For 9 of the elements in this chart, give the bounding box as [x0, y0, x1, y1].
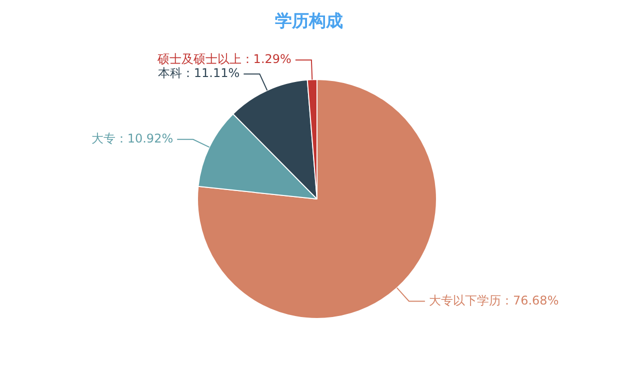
data-label: ：11.11% [182, 66, 240, 80]
chart-title: 学历构成 [275, 11, 343, 32]
data-label: ：1.29% [241, 52, 292, 66]
slice-label: 大专 [91, 131, 116, 146]
data-label: ：10.92% [115, 131, 174, 146]
data-label: ：76.68% [500, 293, 559, 308]
slice-label: 本科 [158, 66, 182, 80]
slice-label: 硕士及硕士以上 [156, 52, 242, 66]
slice-label: 大专以下学历 [428, 293, 501, 308]
